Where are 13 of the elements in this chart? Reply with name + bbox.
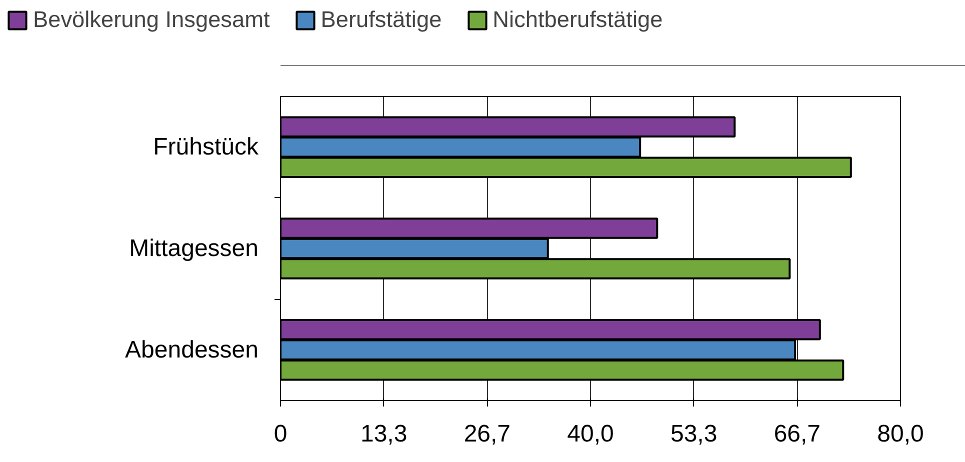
x-tick-label: 0	[274, 420, 288, 448]
x-tick-label: 13,3	[360, 420, 408, 448]
legend-label: Nichtberufstätige	[492, 6, 663, 33]
x-tick-label: 66,7	[774, 420, 821, 448]
legend-label: Bevölkerung Insgesamt	[33, 6, 270, 33]
x-tick-label: 40,0	[567, 420, 614, 448]
x-tick-label: 80,0	[877, 420, 924, 448]
legend-label: Berufstätige	[320, 6, 442, 33]
y-tick-label: Abendessen	[125, 336, 259, 364]
x-tick-label: 53,3	[670, 420, 718, 448]
y-tick-label: Frühstück	[153, 134, 260, 161]
y-tick-label: Mittagessen	[129, 235, 259, 262]
x-tick-label: 26,7	[464, 420, 511, 448]
